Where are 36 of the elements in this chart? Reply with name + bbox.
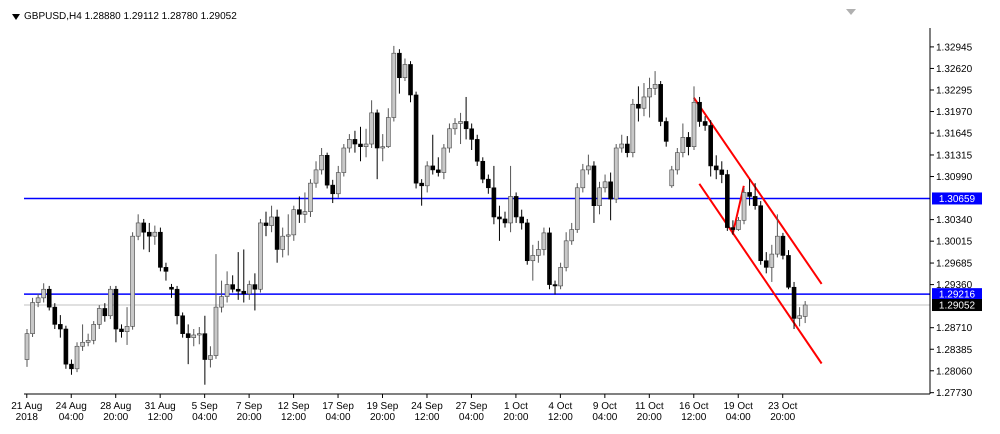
x-tick-label: 12 Sep 12:00	[278, 401, 310, 423]
x-tick-label: 1 Oct 20:00	[503, 401, 529, 423]
chart-title: GBPUSD,H4 1.28880 1.29112 1.28780 1.29052	[24, 11, 237, 22]
y-tick-label: 1.31970	[936, 107, 973, 118]
y-tick-label: 1.32295	[936, 86, 973, 97]
x-tick-label: 16 Oct 12:00	[679, 401, 709, 423]
x-tick-label: 9 Oct 04:00	[592, 401, 618, 423]
y-tick-label: 1.32620	[936, 64, 973, 75]
x-tick-label: 7 Sep 20:00	[236, 401, 263, 423]
ref-line-label: 1.29052	[938, 300, 976, 312]
y-tick-label: 1.27730	[936, 388, 973, 400]
x-tick-label: 19 Oct 04:00	[724, 401, 754, 423]
x-tick-label: 31 Aug 12:00	[144, 401, 176, 423]
ref-line-label: 1.30659	[938, 194, 976, 205]
x-tick-label: 24 Aug 04:00	[56, 401, 87, 423]
x-tick-label: 11 Oct 20:00	[634, 401, 664, 423]
y-tick-label: 1.30015	[936, 236, 973, 248]
x-tick-label: 28 Aug 20:00	[100, 401, 132, 423]
y-tick-label: 1.28385	[936, 344, 973, 356]
x-tick-label: 17 Sep 04:00	[322, 401, 354, 423]
y-tick-label: 1.31645	[936, 128, 973, 140]
y-tick-label: 1.30990	[936, 172, 973, 184]
y-tick-label: 1.28710	[936, 323, 973, 334]
x-tick-label: 5 Sep 04:00	[192, 401, 218, 423]
x-tick-label: 23 Oct 20:00	[768, 401, 798, 423]
y-tick-label: 1.31315	[936, 150, 973, 162]
x-tick-label: 19 Sep 20:00	[366, 401, 399, 423]
x-tick-label: 27 Sep 04:00	[456, 401, 488, 423]
y-tick-label: 1.30340	[936, 215, 973, 226]
y-tick-label: 1.32945	[936, 42, 973, 54]
y-tick-label: 1.29685	[936, 258, 973, 270]
x-tick-label: 24 Sep 12:00	[411, 401, 444, 423]
x-tick-label: 21 Aug 2018	[11, 401, 42, 423]
x-tick-label: 4 Oct 12:00	[548, 401, 574, 423]
y-tick-label: 1.28060	[936, 366, 973, 378]
ref-line-label: 1.29216	[938, 290, 976, 301]
